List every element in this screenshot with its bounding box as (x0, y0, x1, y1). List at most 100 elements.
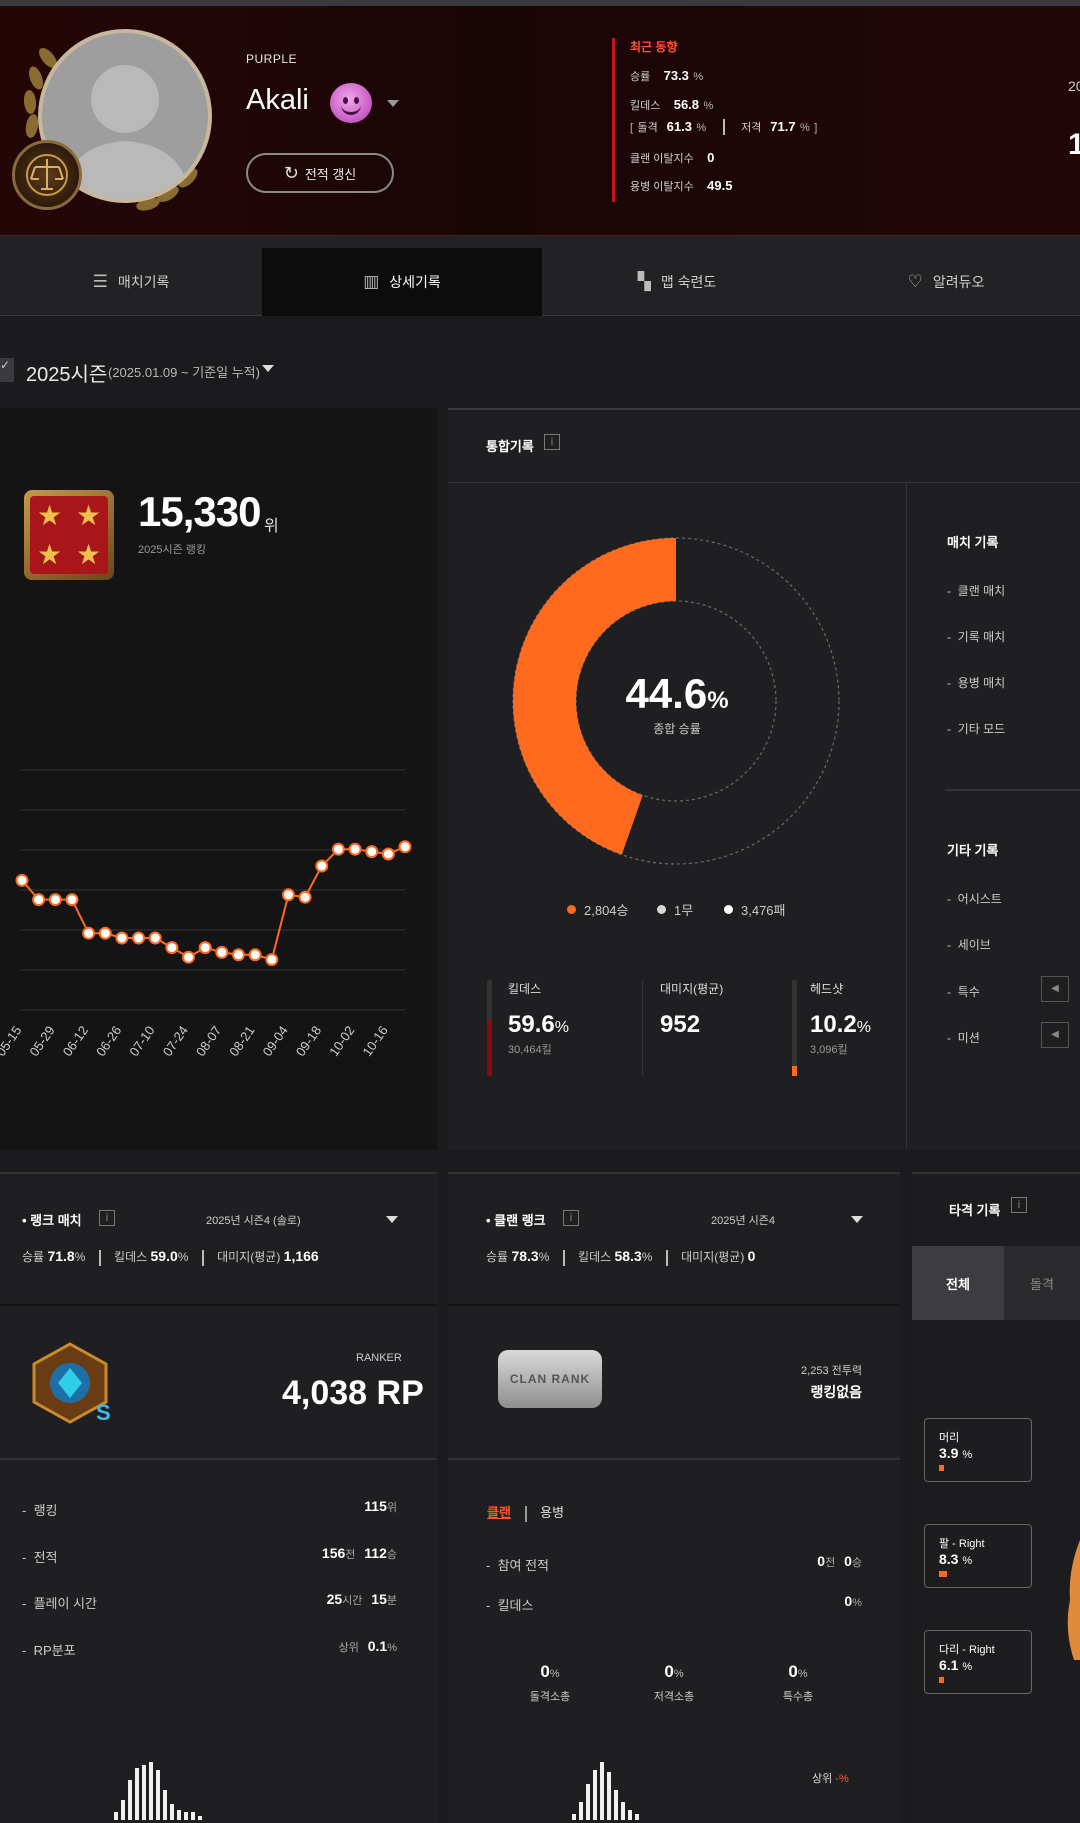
ranking-point[interactable] (115, 931, 129, 945)
season-rank-unit: 위 (264, 518, 279, 535)
ranking-point[interactable] (365, 845, 379, 859)
other-record-assist[interactable]: - 어시스트 (947, 892, 1002, 906)
info-icon[interactable]: i (1011, 1197, 1027, 1213)
rank-row-playtime-value: 25시간 15분 (326, 1591, 397, 1607)
body-figure-icon (1067, 1540, 1080, 1660)
rank-match-title: • 랭크 매치 (22, 1213, 82, 1228)
ranking-point[interactable] (65, 893, 79, 907)
rank-row-playtime-label: - 플레이 시간 (22, 1596, 97, 1611)
ranking-point[interactable] (348, 842, 362, 856)
match-record-merc[interactable]: - 용병 매치 (947, 676, 1006, 690)
ranking-point[interactable] (148, 931, 162, 945)
svg-text:S: S (96, 1400, 111, 1425)
ranking-point[interactable] (48, 893, 62, 907)
chevron-left-icon[interactable]: ◀ (1041, 976, 1069, 1002)
clan-games-value: 0전 0승 (817, 1553, 862, 1569)
clan-rank-title: • 클랜 랭크 (486, 1213, 546, 1228)
loss-dot-icon (724, 905, 733, 914)
ranking-point[interactable] (231, 948, 245, 962)
map-icon: ▚ (637, 272, 651, 291)
season-dropdown-icon[interactable] (262, 365, 274, 372)
ranking-point[interactable] (381, 847, 395, 861)
hs-bar-track (792, 980, 797, 1076)
ranking-point[interactable] (98, 926, 112, 940)
match-record-clan[interactable]: - 클랜 매치 (947, 584, 1006, 598)
info-icon[interactable]: i (544, 434, 560, 450)
chart-icon: ▥ (363, 272, 380, 291)
recent-clan-leave: 클랜 이탈지수 0 (630, 150, 715, 165)
ranking-point[interactable] (132, 931, 146, 945)
x-tick-label: 05-29 (26, 1023, 57, 1059)
ranking-point[interactable] (15, 873, 29, 887)
clan-weapon-special: 0% 특수총 (782, 1662, 814, 1703)
recent-accent-bar (612, 38, 615, 202)
info-icon[interactable]: i (563, 1210, 579, 1226)
ranking-point[interactable] (248, 948, 262, 962)
match-record-title: 매치 기록 (947, 535, 999, 550)
hit-tab-all[interactable]: 전체 (912, 1246, 1004, 1320)
clan-distribution-histogram (572, 1762, 639, 1820)
x-tick-label: 08-07 (193, 1023, 224, 1059)
refresh-record-label: 전적 갱신 (304, 166, 357, 182)
clan-rank-season[interactable]: 2025년 시즌4 (711, 1215, 776, 1227)
clan-top-percent: 상위 -% (812, 1773, 849, 1785)
smiley-emblem-icon (330, 83, 372, 123)
refresh-record-button[interactable]: ↻ 전적 갱신 (246, 153, 394, 193)
person-silhouette-icon (60, 65, 192, 199)
clan-weapon-sniper: 0% 저격소총 (653, 1662, 695, 1703)
tab-match-records[interactable]: ☰ 매치기록 (92, 272, 170, 291)
hit-part-arm: 팔 - Right 8.3 % (924, 1524, 1032, 1588)
kd-bar-track (487, 980, 492, 1076)
chevron-down-icon[interactable] (851, 1216, 863, 1223)
x-tick-label: 10-02 (326, 1023, 357, 1059)
laurel-wreath-icon (23, 48, 198, 211)
ranking-point[interactable] (32, 893, 46, 907)
refresh-icon: ↻ (283, 162, 299, 183)
hit-part-head: 머리 3.9 % (924, 1418, 1032, 1482)
tab-duo[interactable]: ♡ 알려듀오 (907, 272, 985, 291)
recent-trend-title: 최근 동향 (630, 40, 678, 54)
other-record-save[interactable]: - 세이브 (947, 938, 991, 952)
chevron-left-icon[interactable]: ◀ (1041, 1022, 1069, 1048)
divider (448, 482, 1080, 483)
tab-clan[interactable]: 클랜 (487, 1505, 511, 1520)
hit-tab-assault[interactable]: 돌격 (1004, 1246, 1080, 1320)
ranking-point[interactable] (331, 842, 345, 856)
hit-record-title: 타격 기록 (949, 1203, 1001, 1218)
tab-merc[interactable]: 용병 (540, 1505, 565, 1520)
ranking-point[interactable] (398, 840, 412, 854)
x-tick-label: 09-18 (293, 1023, 324, 1059)
ranking-point[interactable] (182, 950, 196, 964)
ranking-point[interactable] (265, 953, 279, 967)
ranking-point[interactable] (315, 859, 329, 873)
chevron-down-icon[interactable] (386, 1216, 398, 1223)
tab-map-proficiency[interactable]: ▚ 맵 숙련도 (637, 272, 717, 291)
rank-row-games-value: 156전 112승 (321, 1545, 397, 1561)
chevron-down-icon[interactable] (387, 100, 399, 107)
season-rank-number: 15,330 (138, 488, 261, 535)
ranking-point[interactable] (281, 888, 295, 902)
ranking-point[interactable] (82, 926, 96, 940)
info-icon[interactable]: i (99, 1210, 115, 1226)
rank-emblem-icon: ★ ★ ★ ★ (24, 490, 114, 580)
ranking-point[interactable] (298, 890, 312, 904)
ranking-point[interactable] (215, 945, 229, 959)
other-record-special[interactable]: - 특수 (947, 985, 980, 999)
season-title[interactable]: 2025시즌 (26, 364, 108, 386)
tab-detail-records[interactable]: ▥ 상세기록 (262, 248, 542, 316)
clan-rank-tag: CLAN RANK (498, 1350, 602, 1408)
ranking-point[interactable] (165, 941, 179, 955)
clan-merc-toggle: 클랜 용병 (487, 1502, 564, 1522)
recent-weapon-kd: [ 돌격 61.3 % 저격 71.7 % ] (630, 118, 818, 135)
season-range: (2025.01.09 ~ 기준일 누적) (108, 365, 260, 380)
other-record-mission[interactable]: - 미션 (947, 1031, 980, 1045)
ranking-point[interactable] (198, 941, 212, 955)
rp-tier-label: RANKER (356, 1352, 402, 1364)
cut-off-number: 1 (1068, 128, 1080, 161)
season-check-icon: ✓ (0, 358, 14, 382)
win-arc (513, 538, 676, 855)
rank-match-season[interactable]: 2025년 시즌4 (솔로) (206, 1215, 301, 1227)
match-record-other[interactable]: - 기타 모드 (947, 722, 1006, 736)
match-record-record[interactable]: - 기록 매치 (947, 630, 1006, 644)
season-rank-subtitle: 2025시즌 랭킹 (138, 544, 207, 556)
